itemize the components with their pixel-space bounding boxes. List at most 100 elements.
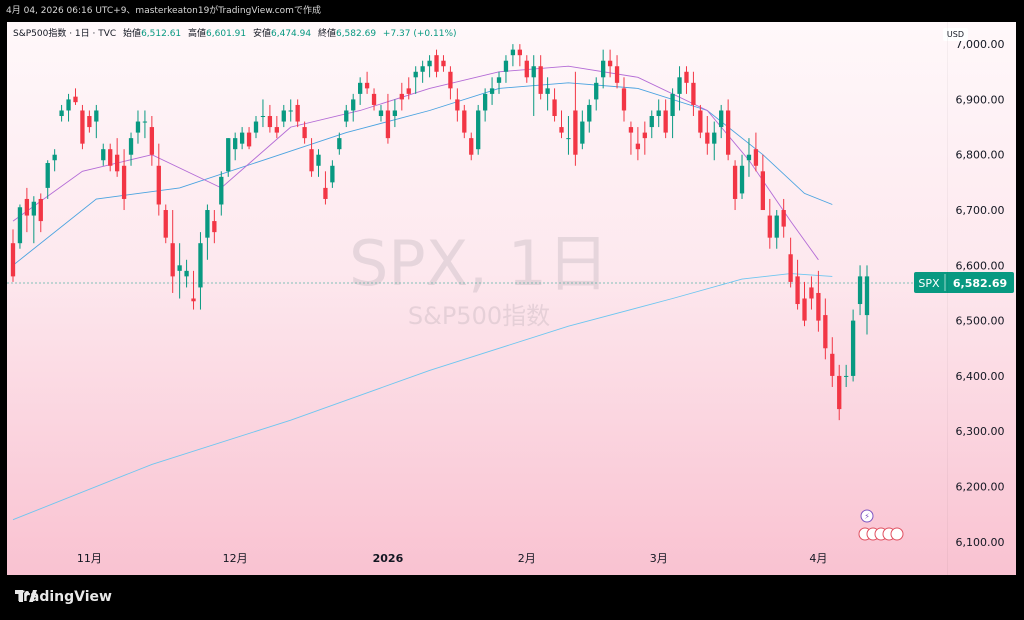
candle[interactable] <box>469 132 474 161</box>
candle[interactable] <box>573 71 578 166</box>
candle[interactable] <box>177 243 182 299</box>
candle[interactable] <box>121 149 127 211</box>
candle[interactable] <box>52 149 57 172</box>
candle[interactable] <box>344 104 349 128</box>
candle[interactable] <box>719 104 724 139</box>
candle[interactable] <box>732 160 738 211</box>
candle[interactable] <box>330 160 335 188</box>
candle[interactable] <box>857 265 863 316</box>
candle[interactable] <box>399 82 404 111</box>
candle[interactable] <box>698 104 703 139</box>
candle[interactable] <box>281 104 286 128</box>
candle[interactable] <box>323 171 328 205</box>
candle[interactable] <box>295 99 300 128</box>
candle[interactable] <box>739 154 745 199</box>
candle[interactable] <box>385 93 391 144</box>
candle[interactable] <box>788 237 793 288</box>
candle[interactable] <box>59 104 64 122</box>
candle[interactable] <box>594 77 599 111</box>
candle[interactable] <box>559 110 564 139</box>
candle[interactable] <box>253 116 259 139</box>
candle[interactable] <box>73 88 78 105</box>
candle[interactable] <box>358 77 363 105</box>
candle[interactable] <box>427 55 432 78</box>
candle[interactable] <box>94 104 99 139</box>
candle[interactable] <box>809 276 814 310</box>
candle[interactable] <box>767 198 772 249</box>
currency-label[interactable]: USD <box>942 28 968 41</box>
candle[interactable] <box>705 116 710 155</box>
candle[interactable] <box>351 93 356 122</box>
candle[interactable] <box>753 132 759 172</box>
candle[interactable] <box>163 204 168 244</box>
price-tag[interactable]: SPX 6,582.69 <box>914 272 1014 293</box>
candle[interactable] <box>566 116 571 155</box>
candle[interactable] <box>642 121 647 155</box>
candle[interactable] <box>538 55 543 100</box>
candle[interactable] <box>621 77 627 122</box>
candle[interactable] <box>337 132 342 155</box>
candle[interactable] <box>663 99 668 139</box>
candle[interactable] <box>781 198 786 238</box>
event-icons[interactable]: ⚡ <box>858 509 904 541</box>
candle[interactable] <box>170 210 175 293</box>
candle[interactable] <box>371 88 377 111</box>
candle[interactable] <box>802 281 807 327</box>
candle[interactable] <box>830 337 835 387</box>
candle[interactable] <box>184 259 189 288</box>
candle[interactable] <box>364 71 370 94</box>
candle[interactable] <box>580 110 585 150</box>
candle[interactable] <box>135 110 141 144</box>
candle[interactable] <box>441 55 446 72</box>
candle[interactable] <box>219 171 224 216</box>
candle[interactable] <box>233 132 238 161</box>
candle[interactable] <box>156 143 161 216</box>
candle[interactable] <box>489 77 495 105</box>
candle[interactable] <box>80 104 85 150</box>
candle[interactable] <box>774 210 779 249</box>
candle[interactable] <box>316 149 321 177</box>
candle[interactable] <box>517 44 522 67</box>
candle[interactable] <box>545 77 550 111</box>
legend-symbol[interactable]: S&P500指数 · 1日 · TVC <box>13 29 117 39</box>
candle[interactable] <box>503 55 509 83</box>
candle[interactable] <box>45 160 50 199</box>
candle[interactable] <box>795 259 800 310</box>
candle[interactable] <box>656 99 661 128</box>
candle[interactable] <box>420 60 425 83</box>
candle[interactable] <box>746 138 752 177</box>
candle[interactable] <box>406 77 411 100</box>
candle[interactable] <box>108 143 113 172</box>
candle[interactable] <box>31 196 36 244</box>
candle[interactable] <box>17 204 23 249</box>
candle[interactable] <box>552 88 557 122</box>
candle[interactable] <box>24 187 30 233</box>
candle[interactable] <box>114 138 120 177</box>
candle[interactable] <box>531 55 536 117</box>
candle[interactable] <box>864 265 870 335</box>
candle[interactable] <box>496 71 502 94</box>
candle[interactable] <box>816 270 821 332</box>
candle[interactable] <box>635 127 641 161</box>
candle[interactable] <box>226 138 231 177</box>
price-chart[interactable]: SPX, 1日 S&P500指数 7,000.00 6,900.00 6,800.0… <box>7 22 1016 575</box>
candle[interactable] <box>712 121 717 161</box>
candle[interactable] <box>462 104 467 139</box>
candle[interactable] <box>684 66 689 94</box>
candle[interactable] <box>524 55 529 83</box>
candle[interactable] <box>267 104 273 133</box>
candle[interactable] <box>482 88 488 122</box>
candle[interactable] <box>246 127 252 150</box>
candle[interactable] <box>142 110 148 139</box>
candle[interactable] <box>392 99 398 128</box>
candle[interactable] <box>614 55 620 89</box>
candle[interactable] <box>649 110 654 139</box>
candle[interactable] <box>448 66 453 100</box>
candle[interactable] <box>510 44 516 67</box>
candle[interactable] <box>837 364 842 421</box>
candle[interactable] <box>288 99 293 122</box>
lightning-icon[interactable] <box>860 509 874 523</box>
candle[interactable] <box>260 99 266 128</box>
candle[interactable] <box>101 143 106 166</box>
flag-icon[interactable] <box>890 527 904 541</box>
